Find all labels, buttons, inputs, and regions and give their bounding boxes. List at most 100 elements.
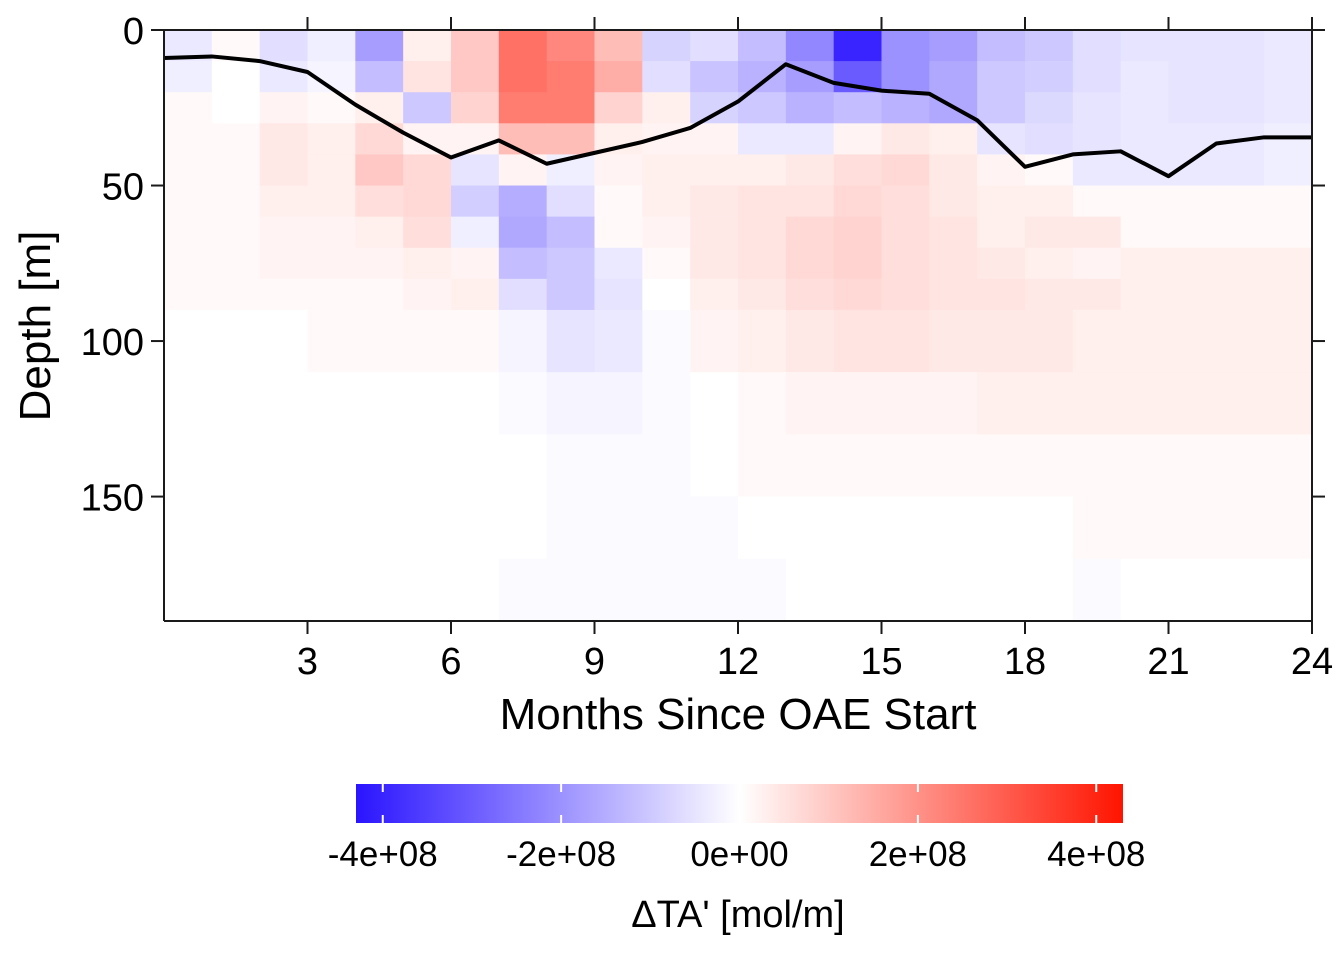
heatmap-cell [1168, 185, 1217, 218]
heatmap-cell [1025, 558, 1074, 622]
heatmap-cell [1264, 185, 1313, 218]
heatmap-cell [594, 496, 643, 560]
heatmap-cell [738, 154, 787, 187]
heatmap-cell [881, 216, 930, 249]
y-axis-title: Depth [m] [11, 231, 60, 422]
heatmap-cell [498, 496, 548, 560]
heatmap-cell [1120, 434, 1169, 498]
heatmap-cell [451, 309, 500, 373]
heatmap-cell [211, 216, 261, 249]
heatmap-cell [498, 372, 548, 435]
heatmap-cell [881, 278, 930, 311]
heatmap-cell [1072, 372, 1122, 435]
heatmap-cell [355, 247, 404, 280]
heatmap-cell [881, 92, 930, 124]
heatmap-cell [738, 558, 787, 622]
heatmap-cell [881, 247, 930, 280]
heatmap-cell [738, 185, 787, 218]
heatmap-cell [977, 278, 1026, 311]
heatmap-cell [211, 61, 261, 93]
heatmap-cell [1025, 61, 1074, 93]
heatmap-cell [785, 123, 835, 155]
heatmap-cell [1264, 154, 1313, 187]
heatmap-cell [259, 496, 308, 560]
heatmap-cell [1216, 154, 1265, 187]
heatmap-cell [1025, 278, 1074, 311]
heatmap-cell [1216, 558, 1265, 622]
heatmap-cell [164, 309, 213, 373]
heatmap-cell [1072, 216, 1122, 249]
heatmap-cell [498, 558, 548, 622]
heatmap-cell [977, 372, 1026, 435]
heatmap-cell [307, 185, 356, 218]
heatmap-cell [738, 278, 787, 311]
heatmap-cell [690, 372, 739, 435]
heatmap-cell [1264, 434, 1313, 498]
heatmap-cell [451, 216, 500, 249]
heatmap-cell [546, 247, 595, 280]
heatmap-cell [307, 434, 356, 498]
heatmap-cell [594, 30, 643, 62]
heatmap-cell [594, 434, 643, 498]
heatmap-cell [1216, 185, 1265, 218]
heatmap-cell [211, 247, 261, 280]
heatmap-cell [690, 154, 739, 187]
heatmap-cell [1025, 309, 1074, 373]
heatmap-cell [259, 92, 308, 124]
heatmap-cell [977, 496, 1026, 560]
heatmap-cell [307, 154, 356, 187]
heatmap-cell [690, 496, 739, 560]
heatmap-cell [355, 61, 404, 93]
heatmap-cell [403, 123, 452, 155]
heatmap-cell [403, 154, 452, 187]
heatmap-cell [546, 309, 595, 373]
heatmap-cell [403, 30, 452, 62]
heatmap-cell [451, 154, 500, 187]
heatmap-cell [355, 309, 404, 373]
heatmap-cell [307, 278, 356, 311]
heatmap-cell [785, 92, 835, 124]
heatmap-cell [1025, 434, 1074, 498]
heatmap-cell [1216, 372, 1265, 435]
heatmap-cell [546, 372, 595, 435]
heatmap-cell [690, 309, 739, 373]
heatmap-cell [1072, 278, 1122, 311]
heatmap-cell [929, 278, 978, 311]
x-tick-label: 24 [1291, 641, 1333, 683]
heatmap-cell [164, 61, 213, 93]
heatmap-cell [211, 372, 261, 435]
heatmap-cell [1072, 185, 1122, 218]
colorbar-title: ΔTA' [mol/m] [631, 894, 845, 936]
heatmap-cell [977, 30, 1026, 62]
heatmap-cell [403, 278, 452, 311]
heatmap-cell [259, 558, 308, 622]
heatmap-cell [451, 558, 500, 622]
heatmap-cell [642, 434, 691, 498]
heatmap-cell [1025, 496, 1074, 560]
heatmap-cell [929, 30, 978, 62]
heatmap-cell [1025, 30, 1074, 62]
heatmap-cell [594, 154, 643, 187]
heatmap-cell [307, 123, 356, 155]
x-tick-label: 9 [584, 641, 605, 683]
heatmap-cell [833, 154, 882, 187]
heatmap-cell [881, 30, 930, 62]
heatmap-cell [929, 309, 978, 373]
heatmap-cell [164, 123, 213, 155]
heatmap-cell [785, 247, 835, 280]
heatmap-cell [929, 61, 978, 93]
heatmap-cell [403, 92, 452, 124]
heatmap-cell [498, 247, 548, 280]
heatmap-cell [403, 309, 452, 373]
heatmap-cell [785, 185, 835, 218]
heatmap-cell [355, 185, 404, 218]
heatmap-cell [881, 154, 930, 187]
heatmap-cell [1120, 372, 1169, 435]
heatmap-cell [594, 309, 643, 373]
heatmap-cell [355, 496, 404, 560]
heatmap-cell [1168, 309, 1217, 373]
heatmap-cell [1168, 216, 1217, 249]
heatmap-cell [164, 185, 213, 218]
heatmap-cell [164, 154, 213, 187]
colorbar-tick-label: -4e+08 [328, 835, 438, 874]
